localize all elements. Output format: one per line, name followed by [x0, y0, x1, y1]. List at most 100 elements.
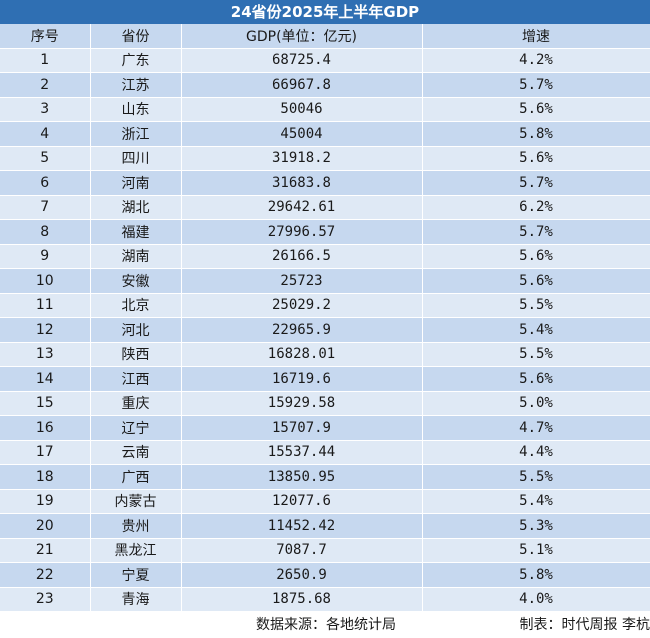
table-row: 17 云南 15537.44 4.4%: [0, 440, 650, 465]
cell-gdp: 25029.2: [181, 293, 423, 318]
cell-rank: 23: [0, 587, 91, 612]
cell-province: 辽宁: [90, 415, 182, 441]
cell-rank: 16: [0, 415, 91, 441]
table-row: 3 山东 50046 5.6%: [0, 97, 650, 122]
cell-province: 湖北: [90, 195, 182, 220]
cell-gdp: 26166.5: [181, 244, 423, 269]
cell-province: 广西: [90, 464, 182, 490]
cell-province: 云南: [90, 440, 182, 465]
cell-gdp: 31683.8: [181, 170, 423, 196]
cell-growth: 5.6%: [422, 146, 650, 171]
cell-province: 北京: [90, 293, 182, 318]
cell-growth: 4.2%: [422, 48, 650, 73]
cell-rank: 12: [0, 317, 91, 343]
cell-rank: 8: [0, 219, 91, 245]
cell-gdp: 12077.6: [181, 489, 423, 514]
table-row: 22 宁夏 2650.9 5.8%: [0, 562, 650, 588]
cell-growth: 5.8%: [422, 121, 650, 147]
table-row: 8 福建 27996.57 5.7%: [0, 219, 650, 245]
cell-province: 青海: [90, 587, 182, 612]
cell-province: 四川: [90, 146, 182, 171]
cell-gdp: 1875.68: [181, 587, 423, 612]
cell-rank: 7: [0, 195, 91, 220]
table-row: 5 四川 31918.2 5.6%: [0, 146, 650, 171]
cell-gdp: 66967.8: [181, 72, 423, 98]
cell-rank: 10: [0, 268, 91, 294]
cell-rank: 6: [0, 170, 91, 196]
cell-growth: 5.5%: [422, 342, 650, 367]
cell-growth: 5.8%: [422, 562, 650, 588]
cell-gdp: 15537.44: [181, 440, 423, 465]
cell-gdp: 25723: [181, 268, 423, 294]
cell-growth: 5.7%: [422, 72, 650, 98]
table-row: 12 河北 22965.9 5.4%: [0, 317, 650, 343]
cell-growth: 5.3%: [422, 513, 650, 539]
header-rank: 序号: [0, 24, 91, 49]
cell-rank: 11: [0, 293, 91, 318]
cell-rank: 3: [0, 97, 91, 122]
cell-gdp: 15707.9: [181, 415, 423, 441]
table-row: 14 江西 16719.6 5.6%: [0, 366, 650, 392]
table-row: 10 安徽 25723 5.6%: [0, 268, 650, 294]
table-row: 18 广西 13850.95 5.5%: [0, 464, 650, 490]
cell-growth: 5.4%: [422, 489, 650, 514]
header-growth: 增速: [422, 24, 650, 49]
cell-rank: 21: [0, 538, 91, 563]
cell-province: 广东: [90, 48, 182, 73]
cell-gdp: 2650.9: [181, 562, 423, 588]
credit-note: 制表：时代周报 李杭: [519, 617, 650, 633]
table-row: 7 湖北 29642.61 6.2%: [0, 195, 650, 220]
cell-province: 湖南: [90, 244, 182, 269]
cell-gdp: 27996.57: [181, 219, 423, 245]
cell-gdp: 29642.61: [181, 195, 423, 220]
cell-rank: 22: [0, 562, 91, 588]
cell-province: 陕西: [90, 342, 182, 367]
cell-gdp: 13850.95: [181, 464, 423, 490]
cell-province: 宁夏: [90, 562, 182, 588]
cell-province: 江西: [90, 366, 182, 392]
cell-growth: 4.7%: [422, 415, 650, 441]
data-source-note: 数据来源：各地统计局: [256, 617, 396, 633]
cell-rank: 2: [0, 72, 91, 98]
cell-gdp: 45004: [181, 121, 423, 147]
cell-growth: 4.0%: [422, 587, 650, 612]
cell-province: 福建: [90, 219, 182, 245]
table-row: 15 重庆 15929.58 5.0%: [0, 391, 650, 416]
cell-growth: 5.6%: [422, 244, 650, 269]
cell-province: 贵州: [90, 513, 182, 539]
cell-rank: 9: [0, 244, 91, 269]
cell-rank: 18: [0, 464, 91, 490]
table-row: 4 浙江 45004 5.8%: [0, 121, 650, 147]
cell-growth: 5.5%: [422, 293, 650, 318]
table-row: 6 河南 31683.8 5.7%: [0, 170, 650, 196]
table-row: 11 北京 25029.2 5.5%: [0, 293, 650, 318]
cell-growth: 5.6%: [422, 97, 650, 122]
cell-province: 内蒙古: [90, 489, 182, 514]
cell-growth: 5.7%: [422, 170, 650, 196]
cell-province: 重庆: [90, 391, 182, 416]
gdp-table: 序号 省份 GDP(单位：亿元) 增速 1 广东 68725.4 4.2% 2 江苏 669…: [0, 24, 650, 637]
cell-province: 浙江: [90, 121, 182, 147]
table-row: 16 辽宁 15707.9 4.7%: [0, 415, 650, 441]
cell-province: 黑龙江: [90, 538, 182, 563]
cell-gdp: 16828.01: [181, 342, 423, 367]
cell-growth: 5.0%: [422, 391, 650, 416]
cell-gdp: 31918.2: [181, 146, 423, 171]
header-province: 省份: [90, 24, 182, 49]
cell-rank: 15: [0, 391, 91, 416]
cell-growth: 5.7%: [422, 219, 650, 245]
cell-rank: 17: [0, 440, 91, 465]
table-row: 13 陕西 16828.01 5.5%: [0, 342, 650, 367]
table-title: 24省份2025年上半年GDP: [0, 0, 650, 24]
cell-province: 山东: [90, 97, 182, 122]
footer: 数据来源：各地统计局 制表：时代周报 李杭: [0, 612, 650, 638]
cell-gdp: 22965.9: [181, 317, 423, 343]
cell-growth: 4.4%: [422, 440, 650, 465]
table-row: 19 内蒙古 12077.6 5.4%: [0, 489, 650, 514]
table-row: 9 湖南 26166.5 5.6%: [0, 244, 650, 269]
cell-growth: 5.4%: [422, 317, 650, 343]
cell-rank: 13: [0, 342, 91, 367]
cell-province: 江苏: [90, 72, 182, 98]
cell-province: 河北: [90, 317, 182, 343]
table-row: 20 贵州 11452.42 5.3%: [0, 513, 650, 539]
